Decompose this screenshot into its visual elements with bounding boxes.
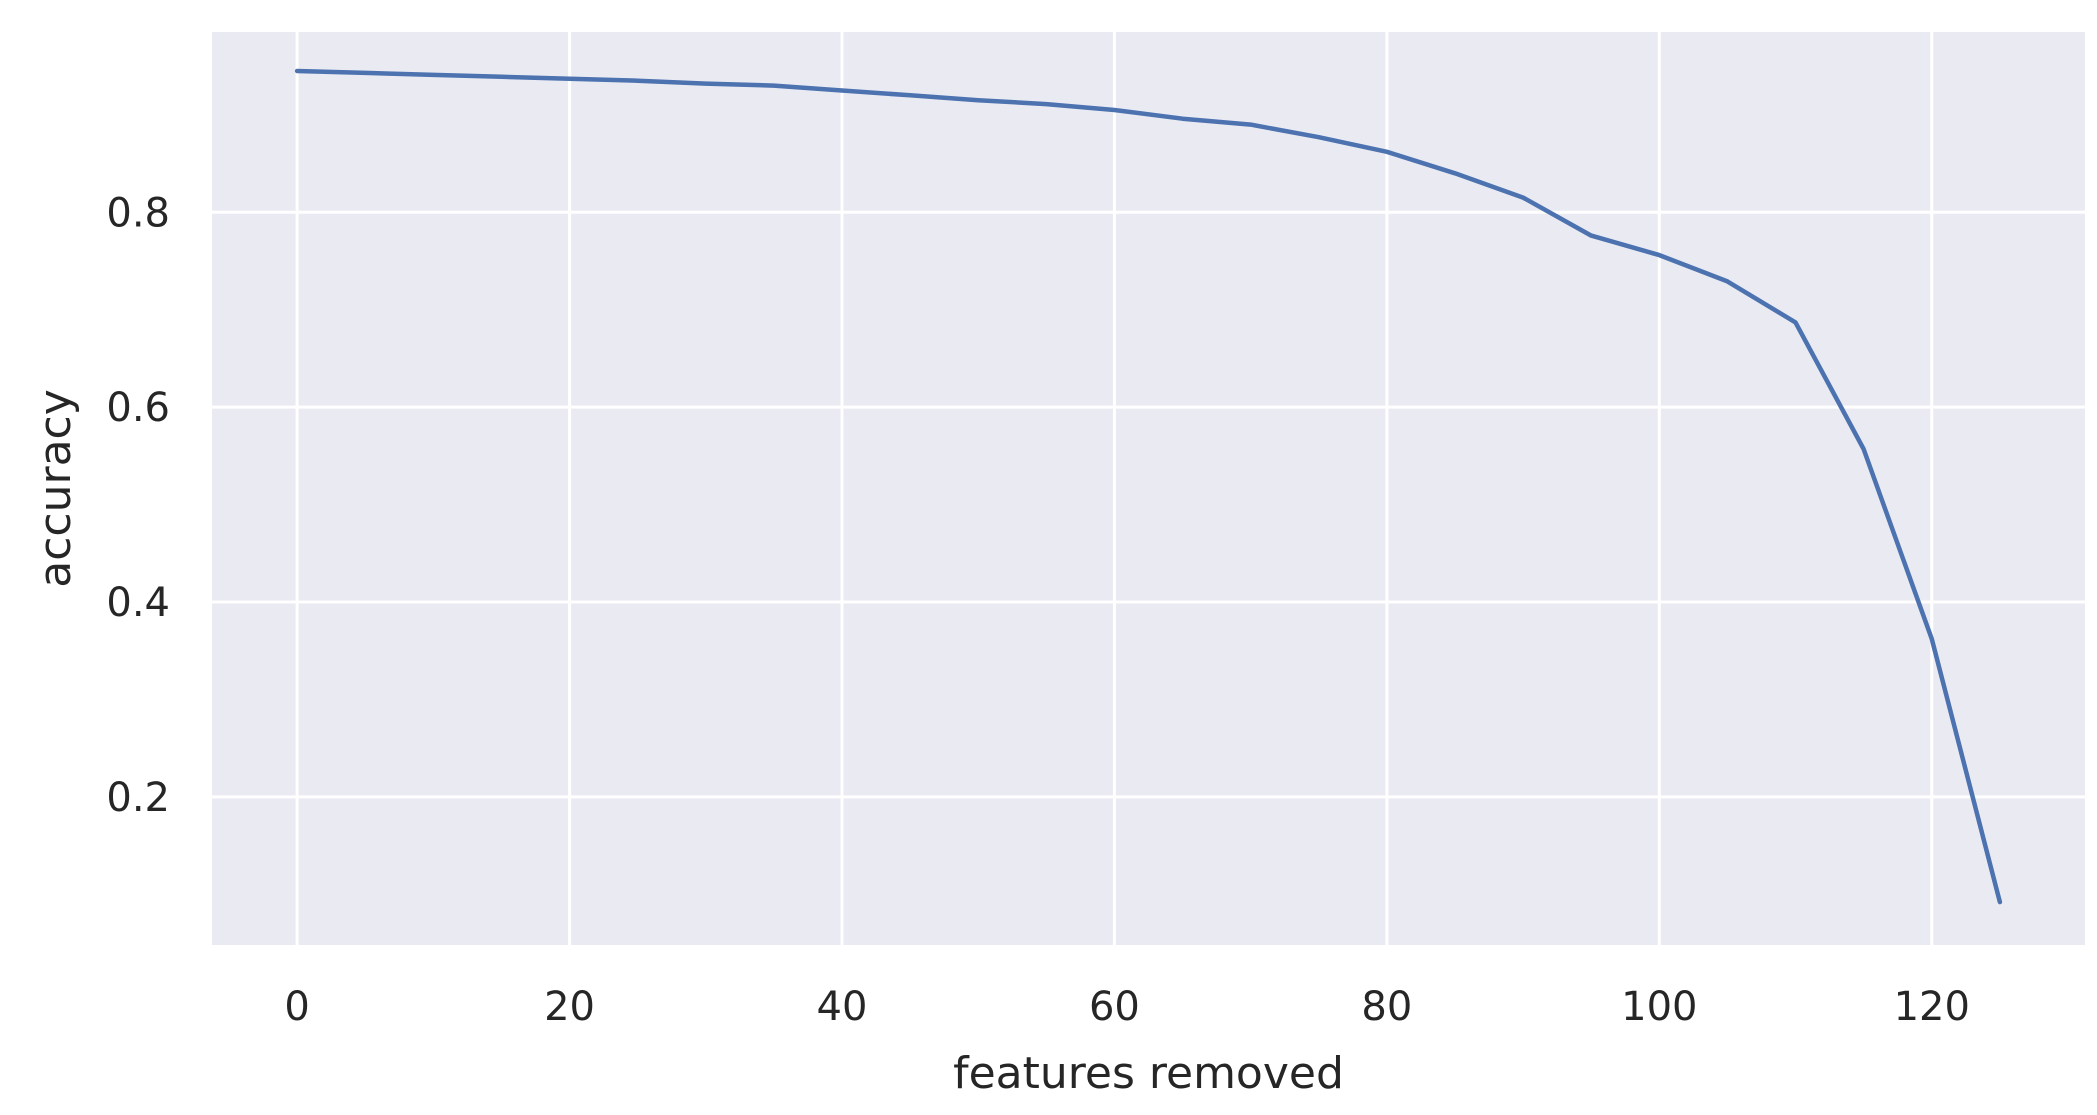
x-tick-label: 80 xyxy=(1361,984,1412,1030)
y-axis-label: accuracy xyxy=(30,389,81,588)
y-axis-ticks: 0.2 0.4 0.6 0.8 xyxy=(106,190,170,821)
x-axis-label: features removed xyxy=(953,1048,1344,1099)
y-tick-label: 0.8 xyxy=(106,190,170,236)
series-layer xyxy=(294,68,2003,905)
x-tick-label: 0 xyxy=(284,984,309,1030)
x-tick-label: 100 xyxy=(1621,984,1697,1030)
series-line xyxy=(294,68,2003,905)
x-axis-ticks: 0 20 40 60 80 100 120 xyxy=(284,984,1970,1030)
plot-background xyxy=(212,32,2085,945)
y-tick-label: 0.6 xyxy=(106,385,170,431)
x-tick-label: 120 xyxy=(1894,984,1970,1030)
x-tick-label: 40 xyxy=(817,984,868,1030)
grid-lines xyxy=(212,32,2085,945)
y-tick-label: 0.2 xyxy=(106,775,170,821)
x-tick-label: 20 xyxy=(544,984,595,1030)
y-tick-label: 0.4 xyxy=(106,580,170,626)
x-tick-label: 60 xyxy=(1089,984,1140,1030)
